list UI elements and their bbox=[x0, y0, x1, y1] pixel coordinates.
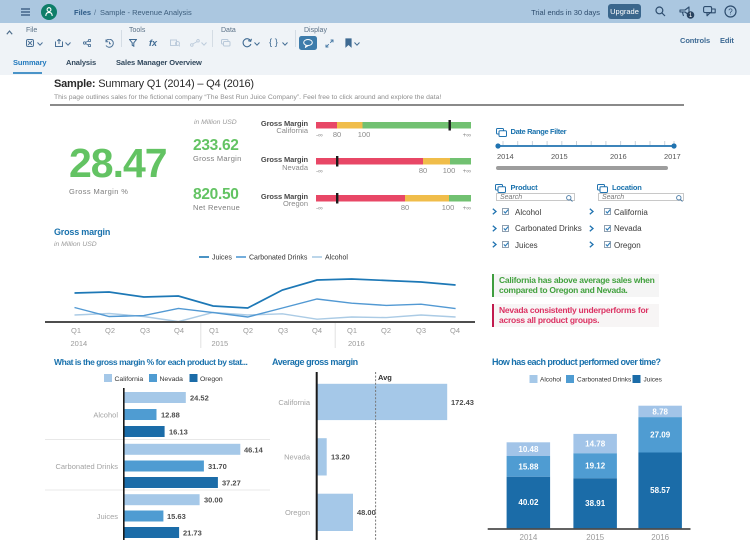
svg-text:Q3: Q3 bbox=[416, 326, 426, 335]
svg-text:?: ? bbox=[728, 7, 733, 16]
svg-text:Avg: Avg bbox=[378, 373, 392, 382]
svg-text:24.52: 24.52 bbox=[190, 394, 209, 403]
svg-text:Juices: Juices bbox=[644, 377, 663, 384]
svg-text:27.09: 27.09 bbox=[650, 431, 671, 440]
svg-text:Alcohol: Alcohol bbox=[93, 411, 118, 420]
svg-text:16.13: 16.13 bbox=[169, 428, 188, 437]
svg-text:21.73: 21.73 bbox=[183, 529, 202, 538]
svg-text:38.91: 38.91 bbox=[585, 499, 606, 508]
svg-text:100: 100 bbox=[442, 203, 455, 211]
svg-text:2015: 2015 bbox=[586, 533, 604, 540]
svg-text:14.78: 14.78 bbox=[585, 440, 606, 449]
svg-text:Nevada: Nevada bbox=[284, 453, 311, 462]
svg-text:30.00: 30.00 bbox=[204, 496, 223, 505]
svg-text:Carbonated Drinks: Carbonated Drinks bbox=[577, 377, 632, 384]
svg-text:100: 100 bbox=[443, 166, 456, 174]
svg-text:Q1: Q1 bbox=[71, 326, 81, 335]
svg-text:46.14: 46.14 bbox=[244, 445, 264, 454]
svg-text:1: 1 bbox=[689, 13, 693, 19]
svg-text:Carbonated Drinks: Carbonated Drinks bbox=[249, 255, 308, 262]
svg-text:Oregon: Oregon bbox=[285, 508, 310, 517]
svg-text:-∞: -∞ bbox=[316, 132, 323, 138]
svg-text:80: 80 bbox=[419, 166, 427, 174]
svg-text:+∞: +∞ bbox=[463, 205, 472, 211]
svg-text:Nevada: Nevada bbox=[160, 376, 184, 383]
svg-text:48.00: 48.00 bbox=[357, 508, 376, 517]
svg-text:15.63: 15.63 bbox=[167, 512, 186, 521]
svg-text:Alcohol: Alcohol bbox=[540, 377, 562, 384]
svg-text:California: California bbox=[278, 398, 311, 407]
svg-text:Q2: Q2 bbox=[243, 326, 253, 335]
svg-text:Q4: Q4 bbox=[174, 326, 184, 335]
svg-text:-∞: -∞ bbox=[316, 168, 323, 174]
svg-text:Q2: Q2 bbox=[381, 326, 391, 335]
svg-text:Q3: Q3 bbox=[140, 326, 150, 335]
svg-text:40.02: 40.02 bbox=[518, 498, 539, 507]
svg-text:California: California bbox=[115, 376, 144, 383]
svg-text:+∞: +∞ bbox=[463, 132, 472, 138]
svg-text:80: 80 bbox=[333, 130, 341, 138]
svg-text:Oregon: Oregon bbox=[200, 376, 223, 383]
svg-text:Q1: Q1 bbox=[347, 326, 357, 335]
svg-text:80: 80 bbox=[401, 203, 409, 211]
svg-text:37.27: 37.27 bbox=[222, 479, 241, 488]
svg-text:2014: 2014 bbox=[71, 339, 88, 348]
svg-text:Carbonated Drinks: Carbonated Drinks bbox=[55, 462, 118, 471]
svg-text:15.88: 15.88 bbox=[518, 463, 539, 472]
svg-text:Q4: Q4 bbox=[450, 326, 460, 335]
svg-text:58.57: 58.57 bbox=[650, 486, 671, 495]
svg-text:Juices: Juices bbox=[212, 255, 232, 262]
svg-text:+∞: +∞ bbox=[463, 168, 472, 174]
svg-text:13.20: 13.20 bbox=[331, 453, 350, 462]
svg-text:172.43: 172.43 bbox=[451, 398, 474, 407]
svg-text:12.88: 12.88 bbox=[161, 411, 180, 420]
svg-text:2016: 2016 bbox=[651, 533, 669, 540]
svg-text:Q3: Q3 bbox=[278, 326, 288, 335]
svg-text:-∞: -∞ bbox=[316, 205, 323, 211]
svg-text:Juices: Juices bbox=[97, 512, 119, 521]
svg-text:2016: 2016 bbox=[348, 339, 365, 348]
svg-text:Alcohol: Alcohol bbox=[325, 255, 348, 262]
svg-text:19.12: 19.12 bbox=[585, 462, 606, 471]
svg-text:2014: 2014 bbox=[520, 533, 538, 540]
svg-text:10.48: 10.48 bbox=[518, 445, 539, 454]
svg-text:2015: 2015 bbox=[212, 339, 229, 348]
svg-text:31.70: 31.70 bbox=[208, 462, 227, 471]
svg-text:Q2: Q2 bbox=[105, 326, 115, 335]
svg-text:8.78: 8.78 bbox=[652, 408, 668, 417]
svg-text:Q4: Q4 bbox=[312, 326, 322, 335]
svg-text:Q1: Q1 bbox=[209, 326, 219, 335]
svg-text:100: 100 bbox=[358, 130, 371, 138]
